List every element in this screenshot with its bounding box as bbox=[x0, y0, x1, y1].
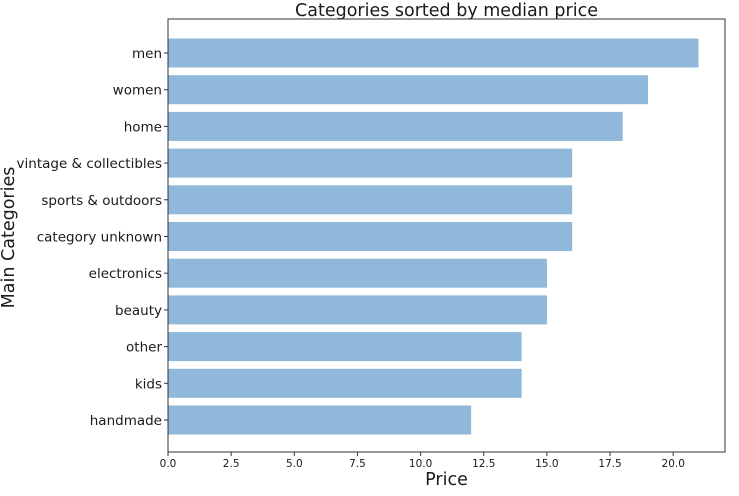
bar bbox=[168, 259, 547, 288]
chart-title: Categories sorted by median price bbox=[295, 1, 598, 21]
x-tick-label: 20.0 bbox=[662, 458, 685, 470]
bar bbox=[168, 406, 471, 435]
category-label: vintage & collectibles bbox=[17, 156, 162, 172]
category-label: handmade bbox=[90, 413, 162, 429]
category-label: kids bbox=[135, 376, 162, 392]
category-label: other bbox=[126, 340, 162, 356]
category-label: home bbox=[124, 119, 162, 135]
category-label: women bbox=[113, 83, 162, 99]
bar bbox=[168, 149, 572, 178]
bar bbox=[168, 112, 623, 141]
category-label: sports & outdoors bbox=[41, 193, 162, 209]
x-axis-ticks: 0.0 2.5 5.0 7.5 10.0 12.5 15.0 17.5 20.0 bbox=[160, 452, 685, 470]
x-tick-label: 2.5 bbox=[223, 458, 240, 470]
x-tick-label: 17.5 bbox=[598, 458, 621, 470]
bar bbox=[168, 39, 698, 68]
bars-layer bbox=[168, 39, 698, 435]
x-tick-label: 15.0 bbox=[535, 458, 558, 470]
x-tick-label: 0.0 bbox=[160, 458, 177, 470]
bar bbox=[168, 295, 547, 324]
category-labels: men women home vintage & collectibles sports… bbox=[17, 46, 168, 429]
y-axis-label: Main Categories bbox=[0, 167, 19, 309]
bar bbox=[168, 75, 648, 104]
bar bbox=[168, 222, 572, 251]
category-label: men bbox=[132, 46, 162, 62]
x-tick-label: 5.0 bbox=[286, 458, 303, 470]
category-label: electronics bbox=[89, 266, 162, 282]
x-tick-label: 12.5 bbox=[472, 458, 495, 470]
bar bbox=[168, 369, 522, 398]
bar bbox=[168, 332, 522, 361]
bar bbox=[168, 185, 572, 214]
category-label: category unknown bbox=[37, 230, 162, 246]
x-tick-label: 10.0 bbox=[409, 458, 432, 470]
x-axis-label: Price bbox=[425, 470, 468, 490]
category-label: beauty bbox=[115, 303, 162, 319]
x-tick-label: 7.5 bbox=[349, 458, 366, 470]
